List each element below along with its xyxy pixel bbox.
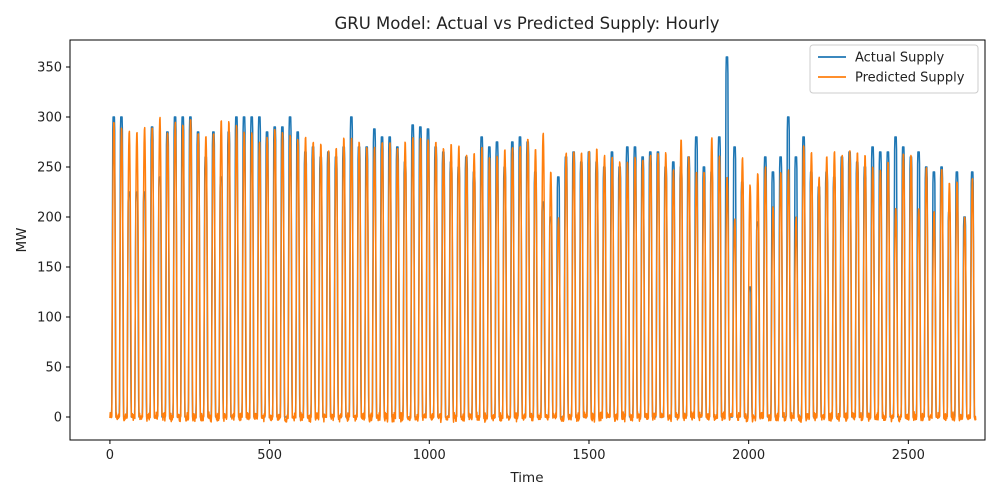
x-tick-label: 2500 <box>892 448 925 463</box>
y-tick-label: 50 <box>45 361 62 376</box>
x-axis-ticks: 0 500 1000 1500 2000 2500 <box>106 440 925 463</box>
y-tick-label: 250 <box>37 161 62 176</box>
legend-box <box>809 44 979 94</box>
x-tick-label: 1500 <box>572 448 605 463</box>
plot-frame <box>69 39 986 441</box>
legend: Actual Supply Predicted Supply <box>809 44 979 94</box>
y-tick-label: 350 <box>37 61 62 76</box>
x-axis-label: Time <box>509 470 543 486</box>
y-axis-ticks: 0 50 100 150 200 250 300 350 <box>37 61 70 426</box>
y-axis-label: MW <box>14 228 30 253</box>
x-tick-label: 2000 <box>732 448 765 463</box>
x-tick-label: 1000 <box>413 448 446 463</box>
y-tick-label: 300 <box>37 111 62 126</box>
chart-title: GRU Model: Actual vs Predicted Supply: H… <box>334 14 719 33</box>
legend-predicted-supply-label: Predicted Supply <box>855 71 965 86</box>
y-tick-label: 0 <box>54 411 62 426</box>
legend-actual-supply-label: Actual Supply <box>855 51 944 66</box>
x-tick-label: 0 <box>106 448 114 463</box>
y-tick-label: 150 <box>37 261 62 276</box>
predicted-supply-line-group <box>109 116 977 424</box>
y-tick-label: 200 <box>37 211 62 226</box>
y-tick-label: 100 <box>37 311 62 326</box>
x-tick-label: 500 <box>257 448 282 463</box>
predicted-supply-line <box>109 116 977 424</box>
